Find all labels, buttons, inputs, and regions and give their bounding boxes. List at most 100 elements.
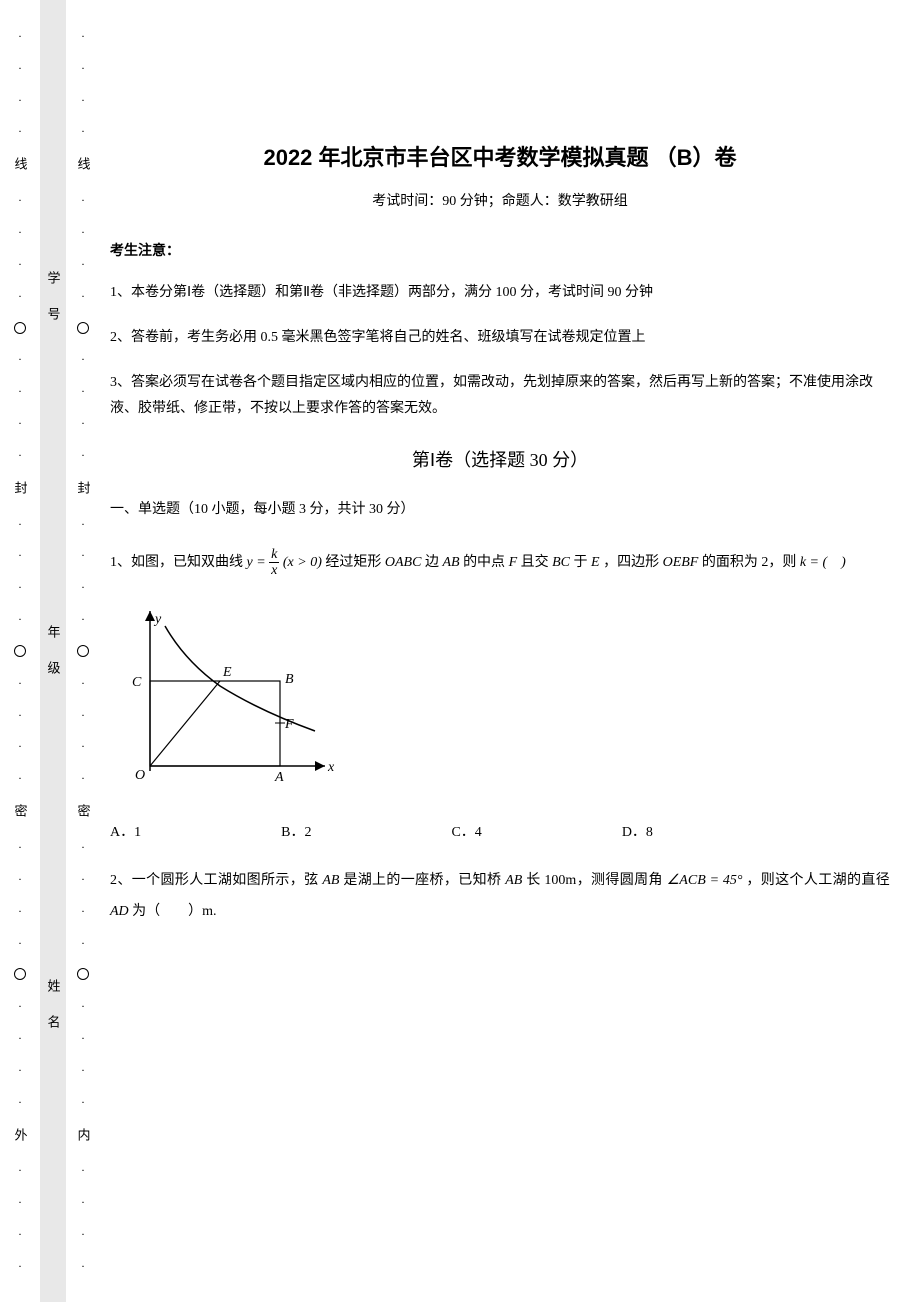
outer-margin: · · · · 线 · · · · · · · · 封 · · · · · · …	[0, 0, 40, 1302]
circle-mark	[77, 645, 89, 657]
dot: ·	[18, 709, 22, 721]
dot: ·	[18, 581, 22, 593]
dot: ·	[81, 549, 85, 561]
dot: ·	[18, 62, 22, 74]
dot: ·	[81, 194, 85, 206]
notice-item: 3、答案必须写在试卷各个题目指定区域内相应的位置，如需改动，先划掉原来的答案，然…	[110, 370, 890, 420]
q1-svg: y x O C E B F A	[110, 601, 340, 791]
option-b: B．2	[281, 821, 311, 841]
dot: ·	[18, 1196, 22, 1208]
dot: ·	[18, 385, 22, 397]
dot: ·	[81, 873, 85, 885]
option-d: D．8	[622, 821, 653, 841]
dot: ·	[81, 709, 85, 721]
dot: ·	[18, 226, 22, 238]
student-id-label: 学 号	[44, 271, 63, 324]
dot: ·	[18, 1000, 22, 1012]
dot: ·	[81, 841, 85, 853]
inner-margin: · · · · 线 · · · · · · · · 封 · · · · · · …	[66, 0, 100, 1302]
dot: ·	[81, 1000, 85, 1012]
dot: ·	[18, 772, 22, 784]
dot: ·	[18, 194, 22, 206]
dot: ·	[18, 1228, 22, 1240]
dot: ·	[18, 937, 22, 949]
circle-mark	[14, 322, 26, 334]
margin-label-outside: 外	[11, 1128, 30, 1145]
section-subtitle: 一、单选题（10 小题，每小题 3 分，共计 30 分）	[110, 497, 890, 522]
exam-title: 2022 年北京市丰台区中考数学模拟真题 （B）卷	[110, 140, 890, 172]
dot: ·	[81, 125, 85, 137]
dot: ·	[81, 581, 85, 593]
q1-keq: k = ( )	[800, 555, 846, 570]
margin-label-secret: 密	[11, 804, 30, 821]
dot: ·	[18, 873, 22, 885]
q1-text: 的面积为 2，则	[702, 555, 800, 570]
dot: ·	[81, 905, 85, 917]
q1-text: 且交	[521, 555, 553, 570]
q1-var: BC	[552, 555, 570, 570]
section-title: 第Ⅰ卷（选择题 30 分）	[110, 446, 890, 472]
dot: ·	[81, 1260, 85, 1272]
dot: ·	[81, 94, 85, 106]
dot: ·	[18, 905, 22, 917]
grade-label: 年 级	[44, 625, 63, 678]
q2-var: AB	[322, 873, 339, 888]
dot: ·	[18, 125, 22, 137]
dot: ·	[81, 1164, 85, 1176]
margin-label-line: 线	[11, 157, 30, 174]
question-1: 1、如图，已知双曲线 y = kx (x > 0) 经过矩形 OABC 边 AB…	[110, 547, 890, 579]
dot: ·	[18, 258, 22, 270]
dot: ·	[18, 449, 22, 461]
circle-mark	[14, 645, 26, 657]
content: 2022 年北京市丰台区中考数学模拟真题 （B）卷 考试时间：90 分钟；命题人…	[100, 0, 900, 969]
notice-item: 1、本卷分第Ⅰ卷（选择题）和第Ⅱ卷（非选择题）两部分，满分 100 分，考试时间…	[110, 280, 890, 305]
dot: ·	[18, 549, 22, 561]
option-a: A．1	[110, 821, 141, 841]
q2-text: 长 100m，测得圆周角	[526, 873, 667, 888]
dot: ·	[81, 290, 85, 302]
dot: ·	[18, 1096, 22, 1108]
dot: ·	[81, 226, 85, 238]
dot: ·	[81, 518, 85, 530]
dot: ·	[18, 740, 22, 752]
dot: ·	[18, 1164, 22, 1176]
dot: ·	[81, 772, 85, 784]
q1-text: ，四边形	[603, 555, 663, 570]
q2-text: 2、一个圆形人工湖如图所示，弦	[110, 873, 322, 888]
q2-var: AB	[505, 873, 522, 888]
dot: ·	[81, 1032, 85, 1044]
q1-text: 经过矩形	[325, 555, 385, 570]
dot: ·	[18, 1064, 22, 1076]
question-2: 2、一个圆形人工湖如图所示，弦 AB 是湖上的一座桥，已知桥 AB 长 100m…	[110, 866, 890, 928]
exam-subtitle: 考试时间：90 分钟；命题人：数学教研组	[110, 190, 890, 210]
q2-var: AD	[110, 904, 129, 919]
dot: ·	[81, 613, 85, 625]
q1-var: E	[591, 555, 600, 570]
dot: ·	[18, 290, 22, 302]
q1-text: 于	[574, 555, 592, 570]
dot: ·	[81, 677, 85, 689]
dot: ·	[81, 1096, 85, 1108]
q1-var: OEBF	[663, 555, 699, 570]
dot: ·	[81, 740, 85, 752]
dot: ·	[18, 30, 22, 42]
q1-formula: y = kx (x > 0)	[247, 555, 326, 570]
svg-text:O: O	[135, 768, 145, 783]
q1-text: 1、如图，已知双曲线	[110, 555, 247, 570]
dot: ·	[81, 937, 85, 949]
dot: ·	[81, 449, 85, 461]
circle-mark	[77, 322, 89, 334]
dot: ·	[81, 385, 85, 397]
dot: ·	[18, 841, 22, 853]
margin-label-seal-inner: 封	[74, 481, 93, 498]
svg-text:y: y	[153, 612, 162, 627]
q2-angle: ∠ACB = 45°	[667, 873, 743, 888]
dot: ·	[18, 1032, 22, 1044]
dot: ·	[81, 1228, 85, 1240]
dot: ·	[18, 677, 22, 689]
svg-text:A: A	[274, 770, 284, 785]
margin-label-secret-inner: 密	[74, 804, 93, 821]
svg-text:C: C	[132, 675, 142, 690]
dot: ·	[18, 417, 22, 429]
margin-label-inside: 内	[74, 1128, 93, 1145]
